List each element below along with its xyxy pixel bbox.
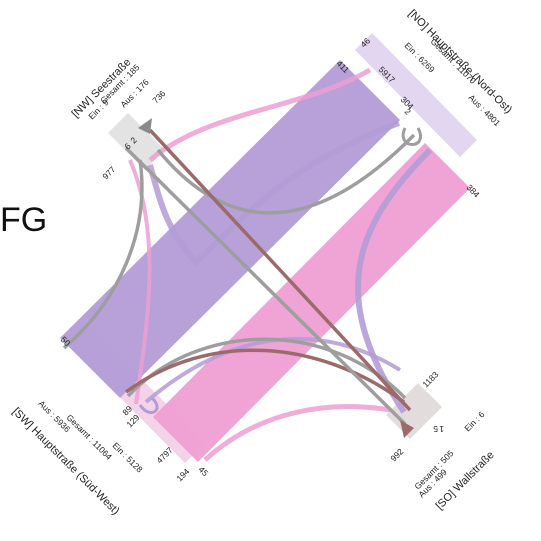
arrow-nw <box>138 118 152 134</box>
arm-sw-ein: Ein : 5128 <box>111 440 145 474</box>
arm-se-ein: Ein : 6 <box>462 409 486 433</box>
flow-curve-pink-bottom <box>203 404 391 462</box>
arm-box-nw <box>108 113 165 170</box>
flow-curve-pink-top <box>148 67 372 162</box>
flow-curve-ne-left <box>147 120 401 267</box>
count-nw-6: 6 <box>122 141 133 152</box>
flow-curve-pink-left <box>128 159 152 405</box>
arm-box-ne <box>355 33 477 157</box>
count-se-1: 1 <box>439 424 444 434</box>
flow-curve-grey-top <box>156 133 416 215</box>
count-ne-2: 2 <box>403 106 414 117</box>
side-label: FG <box>0 201 48 239</box>
count-ne-384: 384 <box>465 182 482 199</box>
count-nw-977: 977 <box>100 164 117 181</box>
flow-curve-grey-left <box>62 159 144 350</box>
count-se-1183: 1183 <box>420 369 440 389</box>
count-se-5: 5 <box>433 424 438 434</box>
arm-box-se <box>386 383 442 439</box>
arm-ne-gesamt: Gesamt : 11070 <box>429 36 479 86</box>
flow-curve-purple-right <box>355 147 433 414</box>
arrow-se <box>400 420 414 438</box>
flow-curve-brown-bottom <box>124 348 406 404</box>
count-se-992: 992 <box>388 446 405 463</box>
count-sw-194: 194 <box>174 466 191 483</box>
flow-nw-to-se-grey <box>124 146 407 426</box>
flow-ne-to-se-brown <box>148 128 412 412</box>
count-nw-736: 736 <box>150 88 167 105</box>
count-sw-45: 45 <box>197 464 211 478</box>
loop-sw <box>138 396 159 415</box>
loop-ne <box>401 127 422 146</box>
arm-sw-gesamt: Gesamt : 11064 <box>65 412 115 462</box>
count-nw-2: 2 <box>128 135 139 146</box>
